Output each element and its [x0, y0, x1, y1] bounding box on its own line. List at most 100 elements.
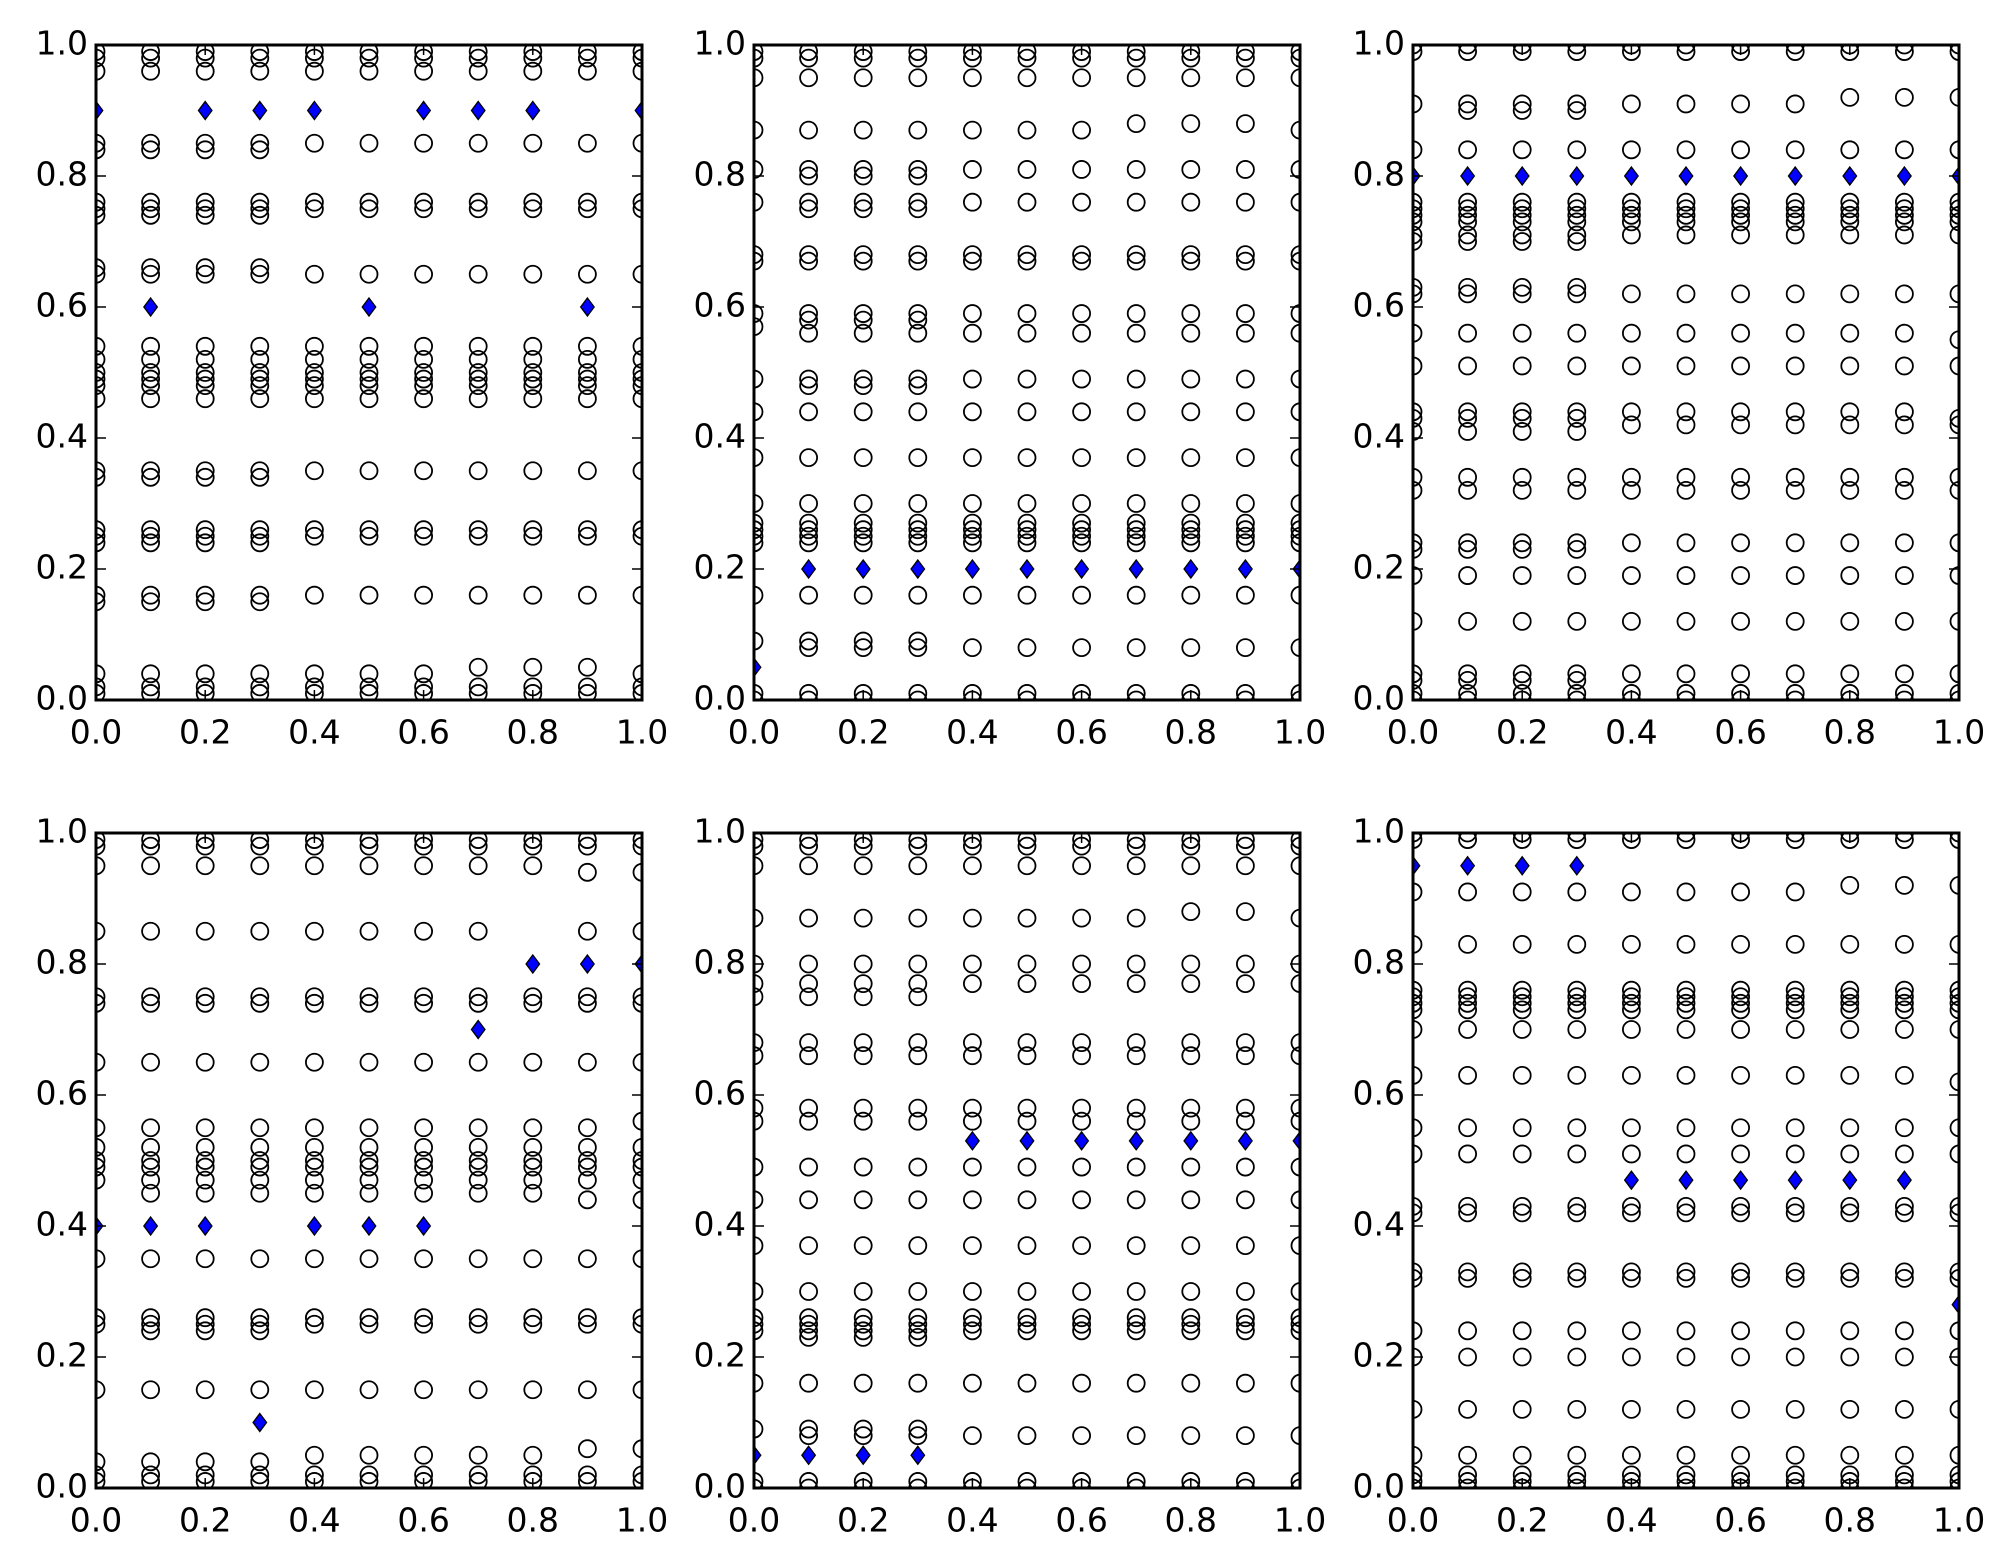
circle-marker	[1895, 1400, 1914, 1419]
axes-frame	[94, 43, 644, 702]
x-tick-label: 0.0	[728, 1501, 780, 1540]
circle-marker	[1236, 684, 1255, 700]
circle-marker	[1126, 833, 1146, 849]
circle-marker	[908, 251, 928, 271]
diamond-marker	[1460, 855, 1476, 876]
circle-marker	[141, 369, 161, 389]
circle-marker	[754, 48, 764, 68]
circle-marker	[96, 1052, 106, 1072]
circle-marker	[578, 1314, 597, 1334]
circle-marker	[853, 1282, 873, 1301]
circle-marker	[1731, 480, 1750, 500]
circle-marker	[1731, 882, 1750, 902]
circle-marker	[523, 856, 543, 876]
circle-marker	[195, 664, 215, 684]
circle-marker	[1126, 369, 1146, 389]
circle-marker	[523, 684, 543, 700]
diamond-marker	[1569, 855, 1585, 876]
circle-marker	[1622, 1020, 1641, 1039]
circle-marker	[1458, 284, 1477, 304]
circle-marker	[799, 585, 818, 605]
plot-area	[96, 45, 642, 700]
circle-marker	[1290, 1308, 1300, 1328]
circle-marker	[359, 1157, 379, 1177]
x-tick-label: 1.0	[1274, 713, 1326, 752]
circle-marker	[1017, 48, 1037, 68]
circle-marker	[1512, 1000, 1532, 1020]
circle-marker	[305, 45, 324, 61]
circle-marker	[1072, 494, 1091, 513]
diamond-marker	[470, 100, 486, 121]
circle-marker	[195, 258, 215, 278]
circle-marker	[1413, 192, 1423, 212]
circle-marker	[1290, 1472, 1300, 1488]
circle-marker	[1458, 566, 1477, 585]
circle-marker	[96, 258, 106, 278]
circle-marker	[578, 336, 597, 356]
circle-marker	[304, 461, 324, 481]
circle-marker	[1567, 1400, 1587, 1419]
circle-marker	[799, 1098, 818, 1118]
diamond-marker	[306, 100, 322, 121]
circle-marker	[632, 1380, 642, 1400]
circle-marker	[799, 323, 818, 343]
circle-marker	[853, 251, 873, 271]
circle-marker	[1949, 330, 1959, 350]
circle-marker	[305, 684, 324, 700]
circle-marker	[1895, 1000, 1914, 1020]
diamond-marker	[1678, 165, 1694, 187]
circle-marker	[1512, 1203, 1532, 1223]
circle-marker	[96, 1151, 106, 1170]
circle-marker	[468, 133, 488, 153]
circle-marker	[414, 1118, 434, 1138]
circle-marker	[1181, 1373, 1201, 1393]
circle-marker	[141, 1118, 161, 1138]
circle-marker	[1181, 833, 1201, 849]
circle-marker	[96, 533, 106, 553]
y-tick-label: 0.0	[36, 679, 88, 718]
circle-marker	[96, 1465, 106, 1485]
circle-marker	[141, 199, 161, 219]
circle-marker	[1676, 94, 1696, 114]
circle-marker	[1072, 974, 1091, 994]
circle-marker	[963, 68, 982, 88]
circle-marker	[359, 1151, 379, 1170]
diamond-marker	[96, 100, 104, 121]
circle-marker	[141, 520, 161, 540]
circle-marker	[1895, 415, 1914, 435]
x-tick-label: 0.4	[288, 713, 340, 752]
circle-marker	[1949, 1203, 1959, 1223]
circle-marker	[1458, 934, 1477, 954]
circle-marker	[908, 1327, 928, 1347]
circle-marker	[414, 1170, 434, 1190]
y-tick-label: 0.4	[1353, 417, 1405, 456]
circle-marker	[1126, 1478, 1146, 1488]
circle-marker	[1567, 533, 1587, 553]
circle-marker	[853, 1033, 873, 1052]
x-tick-label: 0.2	[179, 1501, 231, 1540]
circle-marker	[1413, 1000, 1423, 1020]
circle-marker	[1126, 1111, 1146, 1131]
circle-marker	[250, 369, 270, 389]
circle-marker	[1017, 684, 1037, 700]
circle-marker	[1676, 1445, 1696, 1465]
circle-marker	[250, 336, 270, 356]
circle-marker	[1840, 225, 1860, 245]
circle-marker	[853, 310, 873, 330]
circle-marker	[1181, 369, 1201, 389]
circle-marker	[853, 1472, 873, 1488]
circle-marker	[1949, 408, 1959, 428]
circle-marker	[1072, 251, 1091, 271]
circle-marker	[96, 369, 106, 389]
circle-marker	[1181, 533, 1201, 553]
circle-marker	[1895, 480, 1914, 500]
y-tick-label: 0.0	[694, 1467, 746, 1506]
circle-marker	[1949, 1400, 1959, 1419]
circle-marker	[304, 61, 324, 81]
circle-marker	[1676, 934, 1696, 954]
circle-marker	[1895, 1196, 1914, 1216]
circle-marker	[1512, 277, 1532, 297]
circle-marker	[1840, 356, 1860, 376]
circle-marker	[1017, 1098, 1037, 1118]
circle-marker	[1290, 45, 1300, 61]
